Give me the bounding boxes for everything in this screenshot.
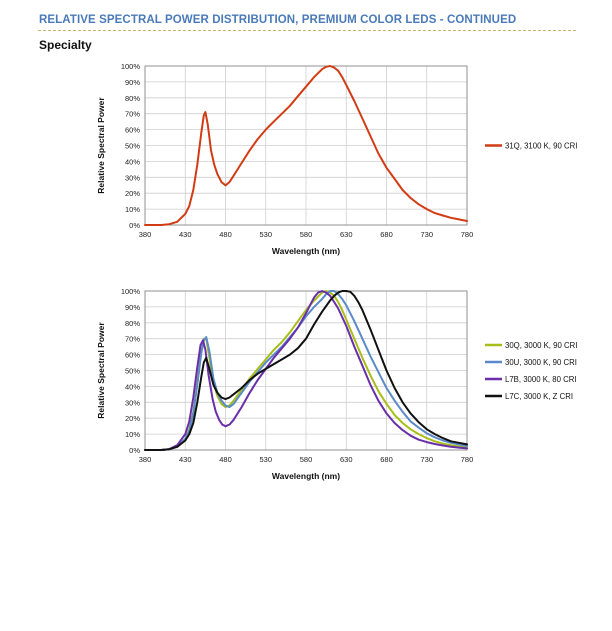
- legend-label: L7B, 3000 K, 80 CRI: [505, 375, 577, 384]
- x-tick-label: 630: [340, 230, 353, 239]
- y-tick-label: 30%: [125, 173, 140, 182]
- y-tick-label: 10%: [125, 205, 140, 214]
- x-tick-label: 430: [179, 230, 192, 239]
- x-tick-label: 530: [259, 230, 272, 239]
- y-tick-label: 90%: [125, 303, 140, 312]
- x-tick-label: 730: [420, 455, 433, 464]
- y-axis-label: Relative Spectral Power: [96, 322, 106, 419]
- x-tick-label: 530: [259, 455, 272, 464]
- legend-label: 30U, 3000 K, 90 CRI: [505, 358, 577, 367]
- y-tick-label: 60%: [125, 126, 140, 135]
- spectral-chart-3000k-comparison: 0% 10% 20% 30% 40% 50% 60% 70% 80% 90% 100% 380 430 4…: [96, 287, 577, 481]
- y-tick-label: 30%: [125, 398, 140, 407]
- x-tick-label: 680: [380, 455, 393, 464]
- x-tick-label: 480: [219, 455, 232, 464]
- x-tick-label: 630: [340, 455, 353, 464]
- y-tick-label: 70%: [125, 335, 140, 344]
- series-line-l7c-3000-k-z-cri: [144, 290, 468, 451]
- section-title: Specialty: [39, 38, 92, 52]
- series-line-31q-3100-k-90-cri: [144, 65, 468, 226]
- plot-frame: [144, 65, 468, 226]
- x-tick-label: 480: [219, 230, 232, 239]
- y-tick-label: 90%: [125, 78, 140, 87]
- y-tick-label: 0%: [129, 221, 140, 230]
- legend-label: L7C, 3000 K, Z CRI: [505, 392, 573, 401]
- x-tick-label: 780: [461, 455, 474, 464]
- y-tick-label: 100%: [121, 287, 141, 296]
- y-tick-label: 100%: [121, 62, 141, 71]
- y-tick-label: 80%: [125, 319, 140, 328]
- x-tick-label: 680: [380, 230, 393, 239]
- y-tick-label: 70%: [125, 110, 140, 119]
- y-tick-label: 20%: [125, 189, 140, 198]
- page-title: RELATIVE SPECTRAL POWER DISTRIBUTION, PR…: [39, 14, 517, 26]
- y-tick-label: 50%: [125, 367, 140, 376]
- spectral-chart-31q: 0% 10% 20% 30% 40% 50% 60% 70% 80% 90% 100% 380 430 4…: [96, 62, 577, 256]
- x-tick-label: 730: [420, 230, 433, 239]
- y-tick-label: 20%: [125, 414, 140, 423]
- y-tick-label: 50%: [125, 142, 140, 151]
- x-tick-label: 580: [300, 230, 313, 239]
- x-tick-label: 380: [139, 455, 152, 464]
- y-tick-label: 80%: [125, 94, 140, 103]
- y-tick-label: 40%: [125, 382, 140, 391]
- y-tick-label: 60%: [125, 351, 140, 360]
- series-line-l7b-3000-k-80-cri: [144, 290, 468, 451]
- x-axis-label: Wavelength (nm): [272, 471, 340, 481]
- x-tick-label: 380: [139, 230, 152, 239]
- x-tick-label: 780: [461, 230, 474, 239]
- y-tick-label: 40%: [125, 157, 140, 166]
- x-tick-label: 430: [179, 455, 192, 464]
- y-tick-label: 10%: [125, 430, 140, 439]
- y-tick-label: 0%: [129, 446, 140, 455]
- y-axis-label: Relative Spectral Power: [96, 97, 106, 194]
- title-divider: [38, 30, 576, 31]
- x-axis-label: Wavelength (nm): [272, 246, 340, 256]
- plot-frame: [144, 290, 468, 451]
- legend-label: 30Q, 3000 K, 90 CRI: [505, 341, 577, 350]
- x-tick-label: 580: [300, 455, 313, 464]
- legend-label: 31Q, 3100 K, 90 CRI: [505, 142, 577, 151]
